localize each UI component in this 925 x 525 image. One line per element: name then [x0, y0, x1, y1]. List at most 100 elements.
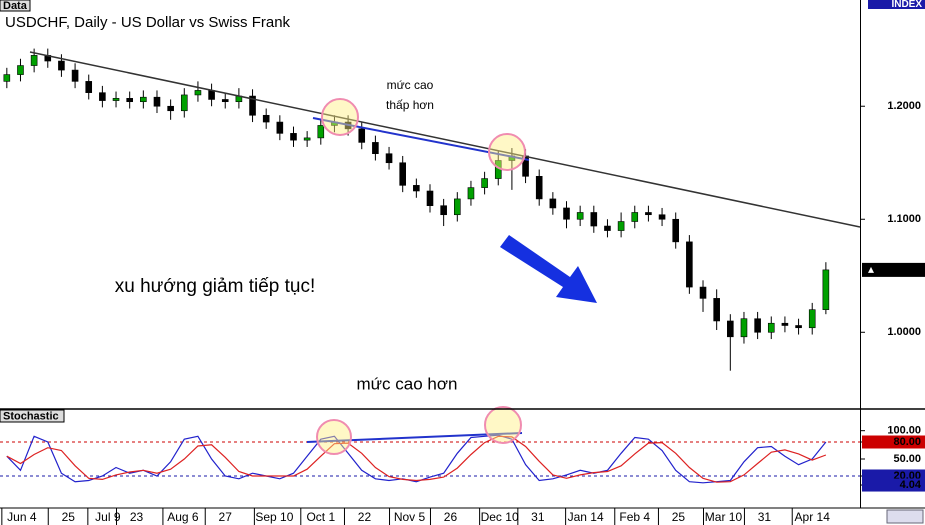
- trend-line: [29, 51, 861, 228]
- x-tick-label: Jan 14: [568, 510, 604, 524]
- highlight: [488, 133, 526, 171]
- y-tick-label: 100.00: [887, 425, 921, 437]
- x-tick-label: Mar 10: [705, 510, 743, 524]
- y-tick-label: 1.0000: [887, 326, 921, 338]
- candle-body: [112, 98, 120, 101]
- candle-body: [303, 137, 311, 141]
- x-tick-label: 22: [358, 510, 372, 524]
- candle-body: [590, 212, 598, 227]
- y-tick-label: 1.2000: [887, 100, 921, 112]
- candle-body: [358, 128, 366, 143]
- x-tick-label: 23: [130, 510, 144, 524]
- candle-body: [767, 322, 775, 333]
- candle-body: [208, 90, 215, 100]
- x-tick-label: Aug 6: [167, 510, 199, 524]
- x-tick-label: 27: [219, 510, 233, 524]
- scroll-control[interactable]: [886, 509, 924, 524]
- series-line: [6, 435, 827, 483]
- panel-label: Data: [3, 0, 28, 12]
- index-box: [868, 0, 925, 9]
- chart-title: USDCHF, Daily - US Dollar vs Swiss Frank: [5, 14, 291, 31]
- x-tick-label: Apr 14: [795, 510, 831, 524]
- trend-line: [312, 117, 530, 161]
- candle-body: [99, 92, 106, 101]
- candle-body: [672, 218, 680, 243]
- candle-body: [317, 125, 325, 139]
- candle-body: [699, 286, 707, 299]
- candle-body: [180, 94, 188, 112]
- panel-label-box: [0, 0, 31, 12]
- candle-body: [563, 207, 570, 220]
- candle-body: [58, 60, 65, 71]
- x-tick-label: 31: [758, 510, 772, 524]
- candle-body: [481, 178, 488, 188]
- candle-body: [221, 99, 229, 103]
- candle-body: [604, 225, 611, 231]
- candle-body: [795, 325, 802, 329]
- panel-title: Stochastic: [3, 410, 59, 422]
- candle-body: [17, 65, 24, 75]
- highlight: [321, 98, 359, 136]
- candle-body: [249, 95, 256, 116]
- candle-body: [576, 212, 584, 220]
- panel-label-box: [0, 409, 65, 423]
- candle-body: [290, 133, 297, 141]
- candle-body: [413, 185, 420, 192]
- last-price-label: 1.0552: [887, 264, 921, 276]
- candle-body: [808, 309, 816, 329]
- trend-line: [306, 432, 523, 443]
- x-tick-label: 31: [531, 510, 545, 524]
- candle-body: [617, 221, 625, 231]
- tick-label-box: [862, 435, 925, 449]
- candle-body: [454, 198, 461, 216]
- last-price-marker: [868, 266, 874, 273]
- candle-body: [740, 318, 748, 338]
- x-tick-label: Nov 5: [394, 510, 426, 524]
- x-tick-label: Sep 10: [255, 510, 293, 524]
- index-label: INDEX: [891, 0, 922, 10]
- candle-body: [399, 162, 406, 186]
- candle-body: [85, 81, 93, 93]
- candle-body: [372, 142, 379, 155]
- x-tick-label: Jul 9: [95, 510, 121, 524]
- annotation: thấp hơn: [386, 98, 434, 112]
- candle-body: [727, 320, 734, 338]
- y-tick-label: 4.04: [900, 479, 922, 491]
- candle-body: [167, 105, 174, 112]
- highlight: [484, 406, 522, 444]
- candle-body: [658, 214, 666, 220]
- y-tick-label: 80.00: [893, 436, 921, 448]
- candle-body: [71, 69, 79, 82]
- annotation: mức cao: [387, 78, 434, 92]
- candle-body: [3, 74, 11, 82]
- candle-body: [426, 190, 434, 206]
- x-tick-label: Jun 4: [7, 510, 37, 524]
- candle-body: [194, 90, 202, 96]
- candle-body: [686, 241, 693, 288]
- candle-body: [140, 96, 147, 103]
- candle-body: [30, 55, 38, 66]
- candle-body: [440, 205, 447, 216]
- y-tick-label: 50.00: [893, 453, 921, 465]
- x-tick-label: Oct 1: [306, 510, 335, 524]
- candle-body: [631, 212, 639, 222]
- candle-body: [262, 114, 270, 123]
- highlight: [316, 419, 352, 455]
- candle-body: [385, 153, 393, 164]
- x-tick-label: 25: [62, 510, 76, 524]
- x-tick-label: 26: [444, 510, 458, 524]
- candle-body: [467, 187, 475, 200]
- y-tick-label: 1.1000: [887, 213, 921, 225]
- candle-body: [781, 322, 789, 326]
- candle-body: [822, 269, 830, 310]
- candle-body: [276, 121, 284, 134]
- annotation: xu hướng giảm tiếp tục!: [115, 276, 316, 297]
- candle-body: [713, 298, 720, 322]
- last-price-box: [862, 262, 925, 277]
- candle-body: [645, 212, 652, 216]
- arrow: [500, 235, 597, 303]
- candle-body: [126, 98, 133, 103]
- x-tick-label: Dec 10: [481, 510, 519, 524]
